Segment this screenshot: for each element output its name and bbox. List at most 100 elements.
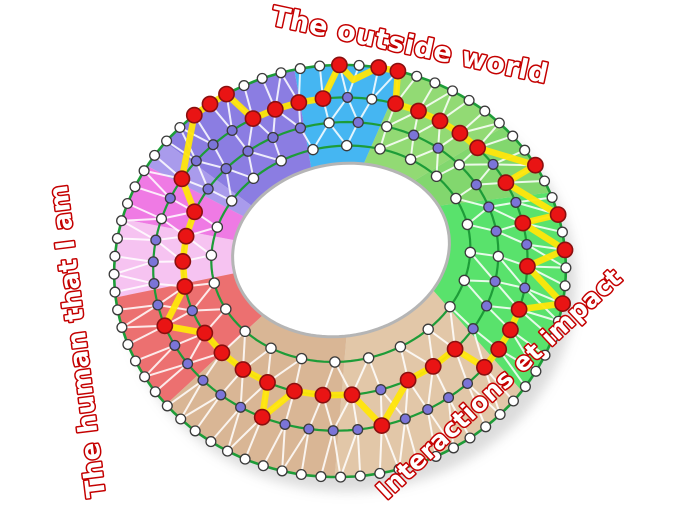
graph-node-third-highlighted[interactable] <box>431 112 449 130</box>
graph-node-third-highlighted[interactable] <box>156 317 174 335</box>
graph-node-third[interactable] <box>341 91 354 103</box>
graph-node-second[interactable] <box>242 145 254 157</box>
graph-node-outer-highlighted[interactable] <box>549 206 567 223</box>
graph-node-second-highlighted[interactable] <box>399 371 417 389</box>
graph-node-inner[interactable] <box>464 246 477 259</box>
graph-node-third[interactable] <box>352 424 364 436</box>
graph-node-third-highlighted[interactable] <box>253 408 271 426</box>
graph-node-outer[interactable] <box>109 250 121 262</box>
graph-node-inner[interactable] <box>404 153 417 166</box>
graph-node-inner[interactable] <box>329 356 341 368</box>
graph-node-outer[interactable] <box>294 63 306 75</box>
graph-node-outer[interactable] <box>112 304 124 316</box>
graph-node-inner[interactable] <box>444 300 456 313</box>
graph-node-outer[interactable] <box>480 421 492 433</box>
graph-node-outer[interactable] <box>519 381 531 393</box>
graph-node-third[interactable] <box>190 155 202 167</box>
graph-node-third[interactable] <box>303 423 315 435</box>
graph-node-second[interactable] <box>467 323 479 335</box>
graph-node-outer[interactable] <box>122 338 134 351</box>
graph-node-outer[interactable] <box>374 467 386 479</box>
graph-node-outer[interactable] <box>519 144 531 156</box>
graph-node-outer[interactable] <box>205 436 217 448</box>
graph-node-second[interactable] <box>432 142 444 154</box>
graph-node-outer[interactable] <box>353 59 365 71</box>
graph-node-second[interactable] <box>489 275 501 288</box>
graph-node-outer[interactable] <box>479 105 491 117</box>
graph-node-outer[interactable] <box>494 408 506 421</box>
graph-node-third[interactable] <box>148 278 160 290</box>
graph-node-third[interactable] <box>327 425 339 437</box>
graph-node-second[interactable] <box>492 250 504 262</box>
graph-node-inner[interactable] <box>239 325 251 338</box>
graph-node-second[interactable] <box>381 120 393 133</box>
graph-node-third-highlighted[interactable] <box>514 214 532 232</box>
graph-node-outer[interactable] <box>238 80 250 92</box>
graph-node-second-highlighted[interactable] <box>285 382 303 400</box>
graph-node-second-highlighted[interactable] <box>424 357 442 375</box>
graph-node-third-highlighted[interactable] <box>173 170 191 188</box>
graph-node-third[interactable] <box>164 192 176 204</box>
graph-node-outer[interactable] <box>139 371 151 383</box>
graph-node-outer-highlighted[interactable] <box>185 106 203 124</box>
graph-node-third-highlighted[interactable] <box>244 110 262 127</box>
graph-node-outer-highlighted[interactable] <box>556 241 574 259</box>
graph-node-third[interactable] <box>399 413 411 425</box>
graph-node-outer[interactable] <box>276 465 288 477</box>
graph-node-outer[interactable] <box>121 197 134 210</box>
graph-node-outer[interactable] <box>559 280 571 292</box>
graph-node-outer[interactable] <box>161 400 173 412</box>
graph-node-third-highlighted[interactable] <box>451 124 469 142</box>
graph-node-inner[interactable] <box>295 352 308 365</box>
graph-node-second[interactable] <box>470 179 482 191</box>
graph-node-outer[interactable] <box>538 175 551 187</box>
graph-node-second[interactable] <box>352 116 364 129</box>
graph-node-outer[interactable] <box>111 232 123 244</box>
sector-green-bright[interactable] <box>432 192 566 392</box>
graph-node-outer-highlighted[interactable] <box>554 295 571 312</box>
graph-node-third[interactable] <box>152 299 164 311</box>
graph-node-third[interactable] <box>207 139 219 151</box>
graph-node-outer[interactable] <box>354 470 366 482</box>
graph-node-outer[interactable] <box>315 471 327 483</box>
graph-node-outer[interactable] <box>411 70 423 82</box>
graph-node-third[interactable] <box>147 256 159 268</box>
graph-node-second-highlighted[interactable] <box>343 386 361 404</box>
graph-node-outer[interactable] <box>275 67 287 79</box>
graph-node-outer[interactable] <box>493 117 505 129</box>
graph-node-outer[interactable] <box>129 355 142 367</box>
graph-node-outer[interactable] <box>430 450 442 462</box>
graph-node-third-highlighted[interactable] <box>475 358 493 376</box>
graph-node-outer[interactable] <box>463 94 475 106</box>
graph-node-inner[interactable] <box>430 170 443 183</box>
graph-node-outer[interactable] <box>149 386 161 398</box>
graph-node-outer[interactable] <box>108 268 120 280</box>
graph-node-outer[interactable] <box>464 432 476 444</box>
graph-node-outer-highlighted[interactable] <box>389 62 407 80</box>
graph-node-third[interactable] <box>155 213 168 225</box>
graph-node-third-highlighted[interactable] <box>373 417 391 434</box>
graph-node-second[interactable] <box>294 122 307 134</box>
graph-node-outer[interactable] <box>393 463 405 475</box>
graph-node-second[interactable] <box>323 117 335 129</box>
graph-node-outer-highlighted[interactable] <box>330 56 348 74</box>
graph-node-outer[interactable] <box>116 321 128 333</box>
graph-node-third[interactable] <box>182 358 194 370</box>
graph-node-second[interactable] <box>480 300 493 312</box>
graph-node-outer-highlighted[interactable] <box>527 156 544 174</box>
graph-node-outer[interactable] <box>429 77 441 89</box>
graph-node-inner[interactable] <box>394 341 407 353</box>
graph-node-third[interactable] <box>519 282 531 294</box>
graph-node-third-highlighted[interactable] <box>497 174 515 192</box>
graph-node-inner[interactable] <box>225 195 238 207</box>
graph-node-second-highlighted[interactable] <box>446 340 464 358</box>
graph-node-second-highlighted[interactable] <box>196 324 214 342</box>
graph-node-second[interactable] <box>267 131 279 144</box>
graph-node-second[interactable] <box>375 384 387 396</box>
graph-node-second[interactable] <box>453 159 465 171</box>
graph-node-inner[interactable] <box>340 139 353 152</box>
graph-node-outer[interactable] <box>149 149 161 161</box>
graph-node-inner[interactable] <box>205 249 218 261</box>
graph-node-outer[interactable] <box>116 215 128 227</box>
graph-node-second[interactable] <box>483 201 495 213</box>
